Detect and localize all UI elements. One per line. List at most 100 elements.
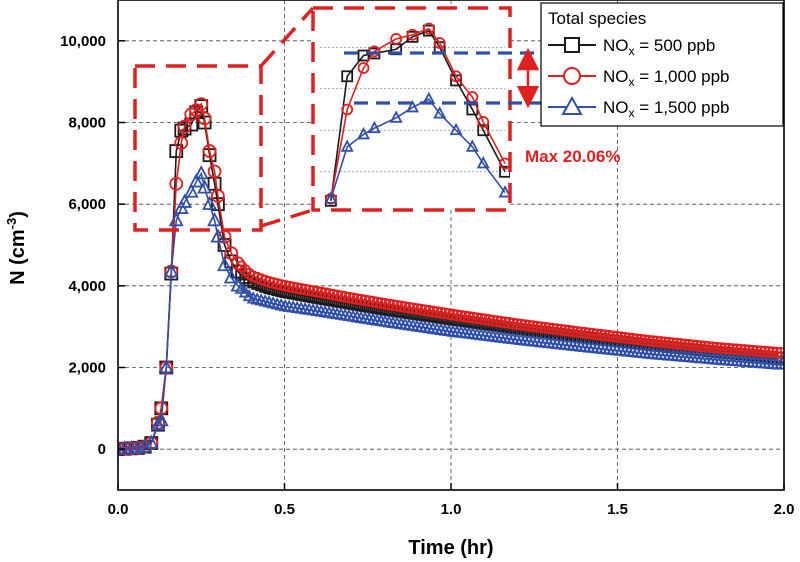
data-point-circle [546,322,559,335]
data-point-circle [646,335,659,348]
data-point-triangle [202,195,218,210]
data-point-triangle [774,357,784,370]
data-point-circle [431,306,443,319]
inset-point-circle [390,33,403,45]
data-point-triangle [143,434,159,449]
inset-point-circle [499,157,510,170]
data-point-circle [666,337,679,350]
data-point-circle [475,312,487,325]
data-point-circle [207,164,222,179]
data-point-circle [511,318,523,331]
inset-point-circle [477,116,490,128]
y-tick-label: 2,000 [68,360,106,377]
data-point-triangle [183,183,199,198]
data-point-circle [642,334,655,347]
data-point-triangle [223,269,239,284]
inset-point-triangle [389,110,403,123]
y-axis-title: N (cm-3) [4,211,29,285]
data-point-circle [662,336,675,349]
inset-point-circle [357,62,370,74]
data-point-circle [618,331,631,344]
inset-line-square [330,29,506,201]
x-tick-label: 1.0 [441,501,462,518]
data-point-circle [443,308,455,320]
x-tick-label: 0.5 [274,501,295,518]
data-point-triangle [150,416,166,431]
x-axis-title: Time (hr) [408,537,493,559]
legend-label-1000: NOx = 1,000 ppb [603,67,730,89]
data-point-circle [606,330,619,343]
data-point-circle [407,302,419,315]
inset-point-circle [406,28,419,41]
data-point-circle [419,304,431,317]
data-point-circle [630,333,643,346]
inset-point-square [499,165,510,178]
data-point-circle [439,307,451,320]
data-point-circle [467,311,479,324]
data-point-triangle [153,412,169,427]
data-point-circle [515,318,527,331]
data-point-circle [535,321,547,334]
data-point-circle [626,332,639,345]
data-point-circle [558,324,571,337]
data-point-circle [379,298,391,310]
legend-marker-circle [563,67,581,85]
y-tick-label: 6,000 [68,196,106,213]
data-point-circle [391,299,403,312]
inset-point-triangle [340,139,354,152]
data-point-circle [202,144,217,158]
data-point-triangle [207,211,223,227]
data-point-circle [399,301,411,313]
inset-point-circle [450,70,462,83]
inset-point-triangle [357,126,371,140]
zoom-connector-top [259,6,315,68]
data-point-circle [224,246,239,261]
y-tick-label: 4,000 [68,278,106,295]
legend-title: Total species [548,9,646,28]
inset-frame [311,6,512,212]
zoom-connector-bottom [260,208,314,228]
data-point-circle [594,328,607,341]
data-point-circle [451,309,463,322]
data-point-circle [387,299,399,312]
data-point-triangle [197,179,213,194]
data-point-triangle [163,263,179,278]
max-difference-annotation: Max 20.06% [525,147,620,166]
data-point-circle [499,316,511,329]
data-point-triangle [158,358,174,374]
inset-point-triangle [406,99,419,113]
legend-marker-triangle [561,95,583,115]
legend: Total species NOx = 500 ppb NOx = 1,000 … [540,2,784,127]
data-point-circle [610,330,623,343]
data-point-circle [674,338,687,350]
data-point-circle [554,323,567,336]
data-point-circle [210,189,225,203]
data-point-circle [574,326,587,339]
data-point-circle [463,311,475,323]
data-point-circle [531,320,543,333]
data-point-circle [447,308,459,321]
inset-point-triangle [324,191,338,204]
x-tick-label: 1.5 [607,501,628,518]
data-point-circle [177,119,192,134]
inset-point-triangle [433,106,447,119]
x-tick-label: 2.0 [774,501,795,518]
data-point-triangle [168,211,184,227]
data-point-circle [634,333,647,346]
data-point-circle [622,332,635,345]
data-point-circle [598,329,611,342]
data-point-circle [586,327,599,340]
legend-marker-square [564,37,580,53]
data-point-triangle [193,165,209,180]
data-point-circle [543,322,555,335]
data-point-circle [194,97,209,112]
data-point-circle [459,310,471,323]
legend-label-1500: NOx = 1,500 ppb [603,98,730,120]
zoom-highlight-box [133,64,263,232]
inset-point-triangle [449,122,463,136]
data-point-circle [491,315,503,328]
data-point-circle [395,300,407,313]
series-triangle [118,165,784,455]
legend-label-500: NOx = 500 ppb [603,36,715,58]
data-point-circle [658,336,671,349]
